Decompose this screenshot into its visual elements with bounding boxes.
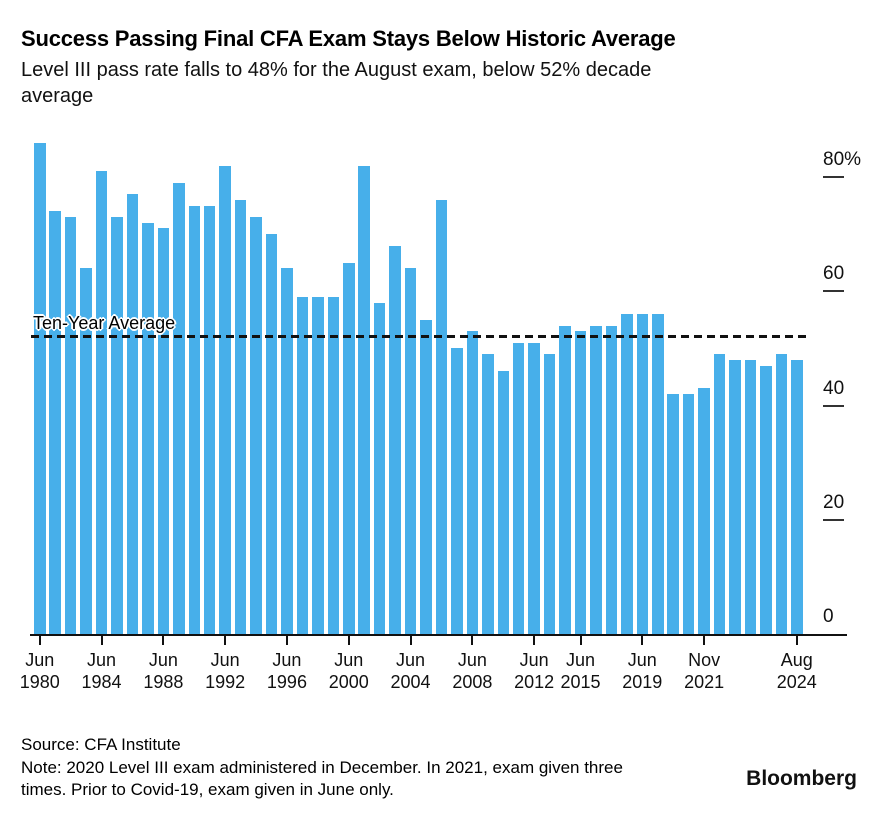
x-tick-1996 (285, 634, 288, 645)
x-tick-2004 (409, 634, 412, 645)
bar-jun-1990 (188, 205, 200, 634)
y-label-40: 40 (823, 377, 845, 399)
bar-jun-2009 (482, 354, 494, 634)
bar-jun-1986 (126, 194, 139, 634)
bar-jun-2016 (590, 325, 602, 634)
bar-jun-1989 (173, 182, 185, 634)
ten-year-average-label: Ten-Year Average (33, 313, 176, 334)
chart-subtitle-line1: Level III pass rate falls to 48% for the… (21, 59, 652, 81)
x-label-2015: Jun 2015 (560, 650, 601, 692)
y-label-20: 20 (823, 491, 845, 513)
bar-nov-2021 (698, 388, 710, 634)
bar-jun-1985 (111, 216, 123, 634)
bar-jun-2002 (373, 302, 386, 634)
x-label-1996: Jun 1996 (266, 650, 307, 692)
ten-year-average-line (31, 335, 806, 339)
bar-jun-1987 (142, 222, 154, 634)
bar-jun-2000 (343, 262, 355, 634)
y-tick-60 (823, 290, 844, 293)
bar-jun-2008 (466, 331, 479, 634)
x-label-2008: Jun 2008 (452, 650, 493, 692)
chart-title: Success Passing Final CFA Exam Stays Bel… (21, 26, 676, 51)
bar-jun-2006 (435, 199, 448, 634)
bar-aug-2024 (791, 359, 803, 634)
x-tick-2019 (641, 634, 644, 645)
x-label-1992: Jun 1992 (205, 650, 246, 692)
y-tick-20 (823, 518, 844, 521)
x-tick-2015 (579, 634, 582, 645)
x-label-1980: Jun 1980 (19, 650, 60, 692)
x-label-2019: Jun 2019 (622, 650, 663, 692)
bloomberg-logo: Bloomberg (746, 767, 857, 790)
bar-jun-1995 (265, 234, 278, 634)
x-tick-2012 (533, 634, 536, 645)
note-line1: Note: 2020 Level III exam administered i… (21, 758, 623, 777)
x-tick-1988 (162, 634, 165, 645)
bar-jun-1984 (95, 171, 108, 634)
chart-subtitle-line2: average (21, 85, 94, 107)
bar-2023-exam-1 (744, 359, 757, 634)
bar-jun-1994 (250, 216, 262, 634)
bar-jun-2001 (358, 165, 370, 634)
x-tick-2021 (703, 634, 706, 645)
bar-jun-1982 (64, 216, 77, 634)
bar-jun-2003 (389, 245, 401, 634)
bar-jun-2014 (559, 325, 571, 634)
chart-subtitle: Level III pass rate falls to 48% for the… (21, 57, 841, 109)
bar-2021-exam-1 (667, 394, 679, 634)
note-text: Note: 2020 Level III exam administered i… (21, 757, 701, 801)
bar-2022-exam-2 (729, 359, 741, 634)
bar-jun-1992 (219, 165, 231, 634)
source-text: Source: CFA Institute (21, 735, 181, 754)
x-label-2000: Jun 2000 (328, 650, 369, 692)
bar-2021-exam-2 (682, 394, 695, 634)
x-label-1984: Jun 1984 (81, 650, 122, 692)
y-label-0: 0 (823, 606, 834, 627)
bar-jun-1981 (49, 211, 61, 634)
bar-jun-2011 (512, 342, 525, 634)
x-label-2012: Jun 2012 (514, 650, 555, 692)
y-tick-40 (823, 404, 844, 407)
bar-jun-2010 (497, 371, 509, 634)
bar-jun-2005 (420, 319, 432, 634)
y-label-80: 80% (823, 149, 862, 170)
bar-jun-1997 (296, 296, 309, 634)
bar-jun-2013 (543, 354, 556, 634)
x-label-2004: Jun 2004 (390, 650, 431, 692)
y-label-60: 60 (823, 263, 845, 285)
bar-jun-2012 (528, 342, 540, 634)
bar-jun-1993 (234, 199, 247, 634)
x-tick-2024 (795, 634, 798, 645)
x-tick-2008 (471, 634, 474, 645)
bar-2024-exam-1 (775, 354, 788, 634)
bar-jun-2015 (574, 331, 587, 634)
x-label-2024: Aug 2024 (776, 650, 817, 692)
x-tick-1980 (38, 634, 41, 645)
bar-jun-2004 (404, 268, 417, 634)
y-tick-80 (823, 176, 844, 178)
x-tick-1984 (100, 634, 103, 645)
plot-area: 80% 60 40 20 0 Jun 1980 Jun 1984 Jun 1988 Jun 1992 Ju… (19, 142, 862, 692)
bar-jun-1998 (312, 296, 324, 634)
x-label-1988: Jun 1988 (143, 650, 184, 692)
bar-dec-2020 (652, 314, 664, 634)
x-tick-2000 (347, 634, 350, 645)
bar-jun-1996 (281, 268, 293, 634)
bar-jun-1988 (157, 228, 170, 634)
bar-jun-1991 (203, 205, 216, 634)
bar-jun-1983 (80, 268, 92, 634)
x-label-2021: Nov 2021 (684, 650, 725, 692)
bar-jun-2017 (605, 325, 618, 634)
x-axis-line (30, 634, 847, 636)
bar-jun-2018 (621, 314, 633, 634)
x-tick-1992 (224, 634, 227, 645)
bar-2023-exam-2 (760, 365, 772, 634)
bar-jun-2007 (451, 348, 463, 634)
note-line2: times. Prior to Covid-19, exam given in … (21, 780, 394, 799)
bar-jun-1999 (327, 296, 340, 634)
bar-jun-1980 (34, 142, 46, 634)
bar-jun-2019 (636, 314, 649, 634)
bar-2022-exam-1 (713, 354, 726, 634)
